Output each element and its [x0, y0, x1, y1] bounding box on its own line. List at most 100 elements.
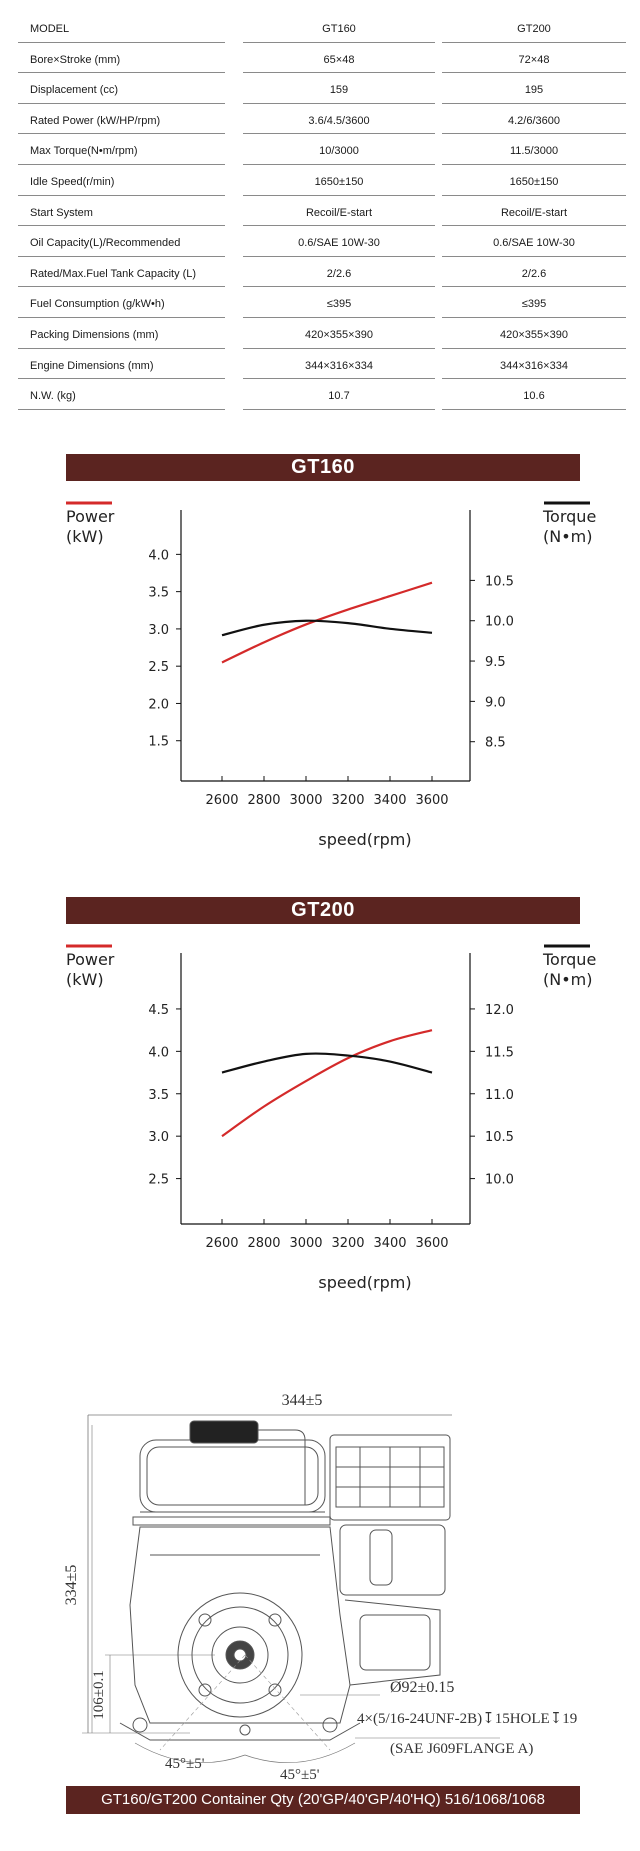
- container-qty-banner: GT160/GT200 Container Qty (20'GP/40'GP/4…: [66, 1786, 580, 1814]
- spec-gt200-value: 0.6/SAE 10W-30: [493, 237, 575, 250]
- spec-label: Displacement (cc): [30, 84, 119, 97]
- row-divider: [18, 347, 225, 349]
- row-divider: [243, 41, 435, 43]
- power-axis-unit: (kW): [66, 527, 104, 546]
- torque-axis-label: Torque: [542, 507, 596, 526]
- angle-right-dimension: 45°±5': [280, 1767, 320, 1780]
- spec-gt200-value: 420×355×390: [500, 328, 568, 341]
- row-divider: [243, 408, 435, 410]
- spec-gt200-value: ≤395: [521, 298, 547, 311]
- row-divider: [243, 133, 435, 135]
- spec-label: Engine Dimensions (mm): [30, 359, 154, 372]
- row-divider: [243, 286, 435, 288]
- chart-svg: 1.5 2.0 2.5 3.0 3.5 4.0 8.5 9.0 9.5 10.0 10.5 2600 2…: [66, 501, 596, 849]
- x-tick-label: 3000: [289, 1236, 322, 1251]
- x-tick-label: 3600: [415, 793, 448, 808]
- row-divider: [18, 102, 225, 104]
- x-tick-label: 3400: [373, 793, 406, 808]
- x-tick-label: 2600: [205, 793, 238, 808]
- spec-row: Max Torque(N•m/rpm) 10/3000 11.5/3000: [18, 136, 626, 167]
- spec-gt200-value: 195: [524, 84, 544, 97]
- right-tick-label: 8.5: [485, 736, 506, 751]
- torque-axis-unit: (N•m): [543, 970, 592, 989]
- row-divider: [18, 286, 225, 288]
- spec-row: Rated Power (kW/HP/rpm) 3.6/4.5/3600 4.2/6…: [18, 106, 626, 137]
- chart-svg: 2.5 3.0 3.5 4.0 4.5 10.0 10.5 11.0 11.5 12.0 2600 2…: [66, 944, 596, 1292]
- gt200-performance-chart: 2.5 3.0 3.5 4.0 4.5 10.0 10.5 11.0 11.5 12.0 2600 2…: [0, 923, 640, 1303]
- spec-label: Rated/Max.Fuel Tank Capacity (L): [30, 267, 197, 280]
- left-tick-label: 2.0: [148, 697, 169, 712]
- hole-spec: 4×(5/16-24UNF-2B)↧15HOLE↧19: [357, 1711, 577, 1727]
- row-divider: [243, 163, 435, 165]
- spec-label: Rated Power (kW/HP/rpm): [30, 114, 161, 127]
- x-tick-label: 3000: [289, 793, 322, 808]
- row-divider: [243, 255, 435, 257]
- left-tick-label: 4.5: [148, 1003, 169, 1018]
- spec-label: Oil Capacity(L)/Recommended: [30, 237, 181, 250]
- spec-gt200-value: GT200: [517, 23, 551, 35]
- diameter-dimension: Ø92±0.15: [390, 1679, 454, 1696]
- spec-gt160-value: 10.7: [328, 390, 350, 403]
- angle-left-dimension: 45°±5': [165, 1756, 205, 1772]
- spec-label: MODEL: [30, 23, 70, 35]
- power-series-line: [221, 581, 433, 664]
- row-divider: [243, 102, 435, 104]
- spec-row: Bore×Stroke (mm) 65×48 72×48: [18, 45, 626, 76]
- x-tick-label: 3200: [331, 1236, 364, 1251]
- row-divider: [18, 163, 225, 165]
- row-divider: [442, 41, 626, 43]
- right-tick-label: 11.0: [485, 1088, 514, 1103]
- spec-gt160-value: 420×355×390: [305, 328, 373, 341]
- row-divider: [243, 194, 435, 196]
- spec-label: Packing Dimensions (mm): [30, 328, 159, 341]
- row-divider: [18, 408, 225, 410]
- spec-label: N.W. (kg): [30, 390, 76, 403]
- row-divider: [243, 72, 435, 74]
- spec-gt160-value: 0.6/SAE 10W-30: [298, 237, 380, 250]
- row-divider: [442, 133, 626, 135]
- row-divider: [18, 194, 225, 196]
- row-divider: [243, 316, 435, 318]
- row-divider: [243, 378, 435, 380]
- power-series-line: [221, 1029, 433, 1138]
- x-tick-label: 3200: [331, 793, 364, 808]
- spec-gt200-value: 10.6: [523, 390, 545, 403]
- power-axis-label: Power: [66, 950, 115, 969]
- shaft-height-dimension: 106±0.1: [91, 1670, 107, 1719]
- row-divider: [442, 286, 626, 288]
- height-dimension: 334±5: [63, 1565, 80, 1606]
- spec-label: Fuel Consumption (g/kW•h): [30, 298, 165, 311]
- spec-row: Start System Recoil/E-start Recoil/E-start: [18, 198, 626, 229]
- spec-gt160-value: ≤395: [326, 298, 352, 311]
- spec-table: MODEL GT160 GT200 Bore×Stroke (mm) 65×48 72×4…: [18, 14, 626, 412]
- spec-gt160-value: 159: [329, 84, 349, 97]
- spec-gt160-value: Recoil/E-start: [305, 206, 373, 219]
- row-divider: [442, 408, 626, 410]
- spec-label: Idle Speed(r/min): [30, 175, 115, 188]
- torque-axis-label: Torque: [542, 950, 596, 969]
- row-divider: [243, 347, 435, 349]
- spec-label: Start System: [30, 206, 93, 219]
- spec-gt200-value: 11.5/3000: [509, 145, 559, 158]
- row-divider: [442, 102, 626, 104]
- x-tick-label: 3600: [415, 1236, 448, 1251]
- row-divider: [18, 255, 225, 257]
- torque-series-line: [221, 619, 433, 637]
- power-axis-unit: (kW): [66, 970, 104, 989]
- spec-gt160-value: 65×48: [323, 53, 355, 66]
- power-axis-label: Power: [66, 507, 115, 526]
- x-axis-label: speed(rpm): [318, 830, 411, 849]
- left-tick-label: 3.5: [148, 586, 169, 601]
- x-tick-label: 2800: [247, 793, 280, 808]
- right-tick-label: 11.5: [485, 1045, 514, 1060]
- spec-gt200-value: 2/2.6: [521, 267, 547, 280]
- spec-gt200-value: 344×316×334: [500, 359, 568, 372]
- row-divider: [18, 225, 225, 227]
- row-divider: [18, 378, 225, 380]
- spec-row: Fuel Consumption (g/kW•h) ≤395 ≤395: [18, 289, 626, 320]
- spec-gt200-value: 1650±150: [509, 175, 559, 188]
- row-divider: [442, 316, 626, 318]
- engine-outline: [82, 1414, 500, 1764]
- row-divider: [442, 163, 626, 165]
- right-tick-label: 10.5: [485, 574, 514, 589]
